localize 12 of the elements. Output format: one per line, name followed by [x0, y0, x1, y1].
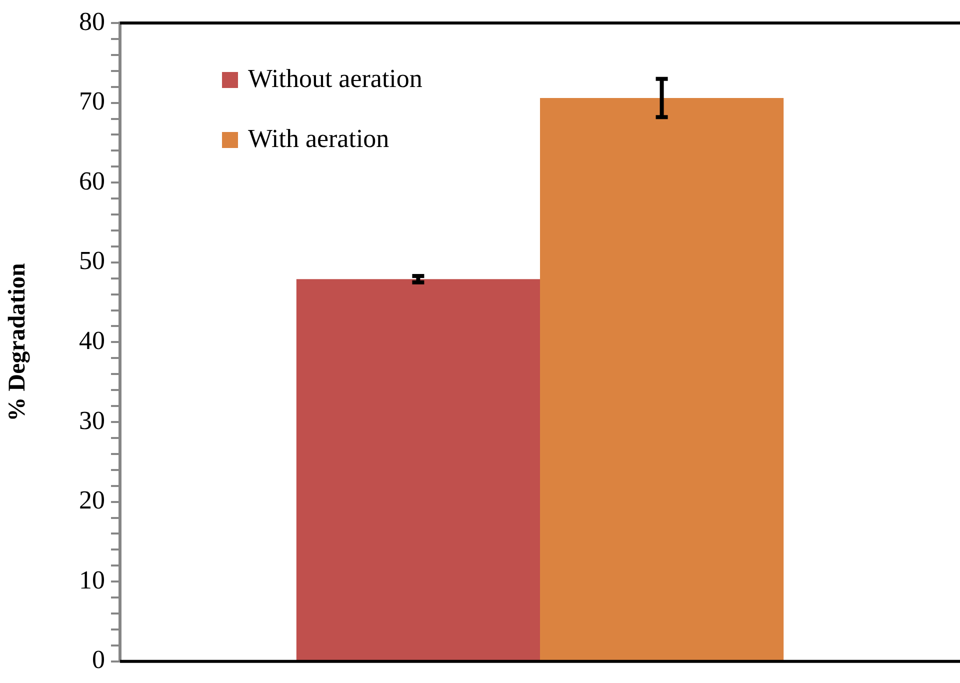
- y-tick-label: 60: [79, 166, 105, 196]
- y-tick-label: 80: [79, 6, 105, 36]
- y-tick-label: 20: [79, 486, 105, 515]
- y-axis-title: % Degradation: [4, 263, 31, 422]
- y-tick-label: 30: [79, 406, 105, 435]
- y-tick-label: 40: [79, 326, 105, 356]
- legend-label: Without aeration: [248, 64, 422, 93]
- y-tick-label: 50: [79, 246, 105, 276]
- y-tick-label: 70: [79, 86, 105, 116]
- y-tick-label: 0: [92, 645, 105, 674]
- y-tick-label: 10: [79, 565, 105, 594]
- legend-label: With aeration: [248, 124, 390, 153]
